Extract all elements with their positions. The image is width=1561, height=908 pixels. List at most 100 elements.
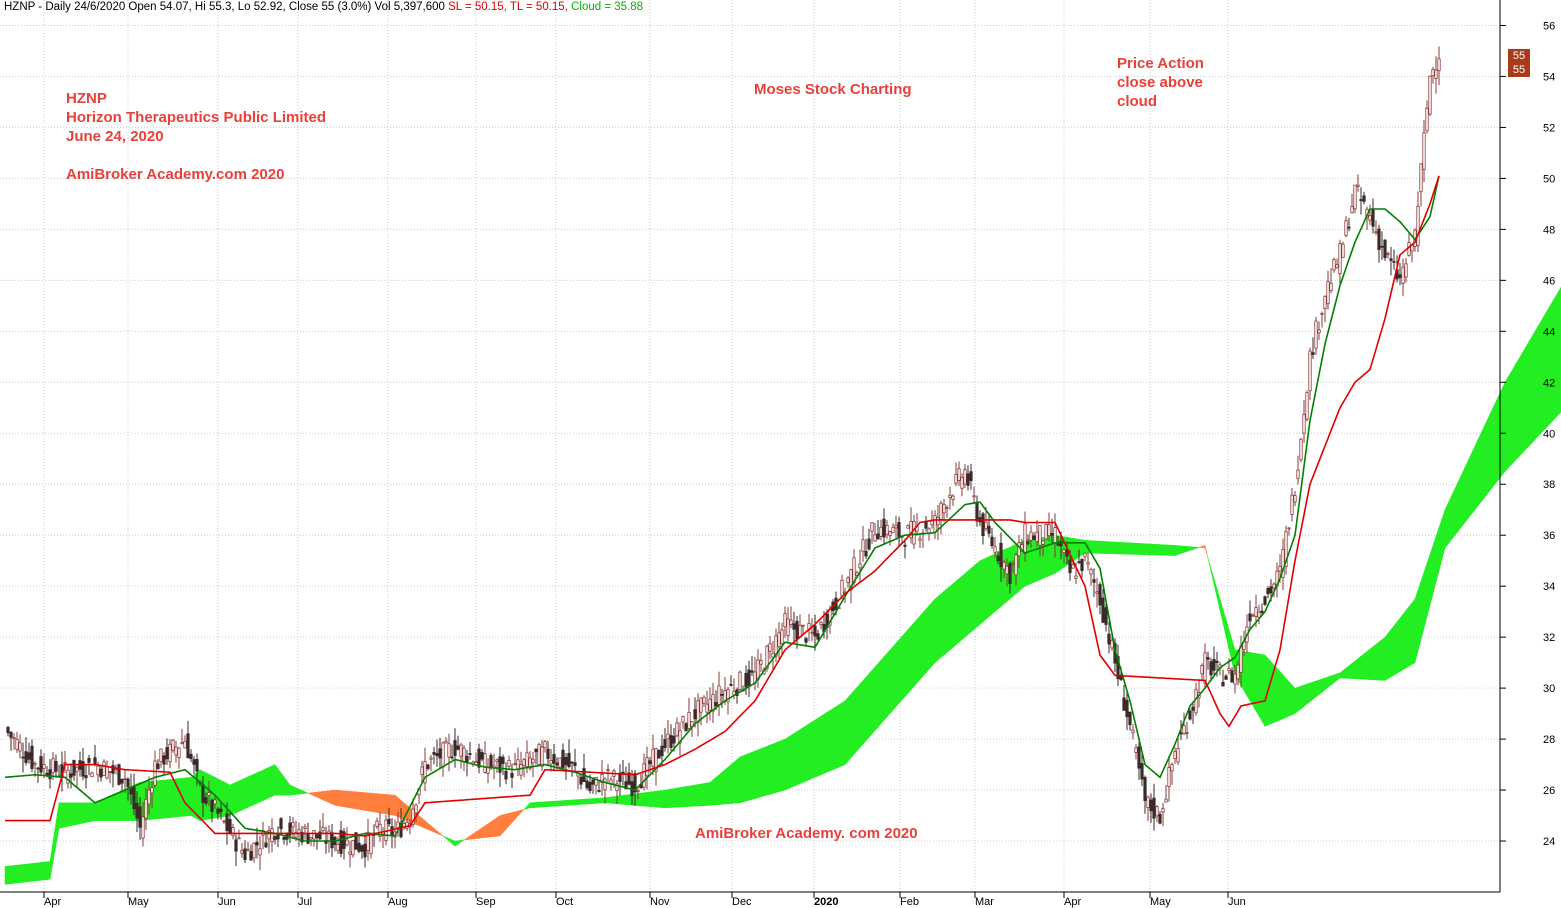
y-axis: 24 26 28 30 32 34 36 38 40 42 44 46 48 50 52 54 56	[1500, 20, 1555, 848]
candle-body	[678, 730, 682, 744]
cloud-segment	[40, 861, 45, 881]
candle-body	[504, 770, 508, 780]
cloud-segment	[745, 752, 750, 802]
cloud-segment	[457, 840, 462, 845]
cloud-segment	[1408, 602, 1413, 667]
cloud-segment	[1555, 289, 1560, 418]
cloud-segment	[1483, 420, 1488, 499]
cloud-segment	[547, 801, 552, 807]
cloud-segment	[1180, 545, 1185, 554]
cloud-segment	[979, 558, 984, 625]
cloud-segment	[37, 862, 42, 881]
candle-body	[729, 683, 733, 686]
candle-body	[1005, 565, 1009, 575]
candle-body	[228, 819, 232, 834]
cloud-segment	[1384, 632, 1389, 681]
candle-body	[21, 756, 25, 759]
cloud-segment	[1453, 484, 1458, 538]
cloud-segment	[688, 785, 693, 807]
cloud-segment	[1495, 394, 1500, 484]
candle-body	[1341, 243, 1345, 258]
cloud-segment	[976, 560, 981, 628]
cloud-segment	[1489, 407, 1494, 492]
candle-body	[63, 762, 67, 764]
cloud-segment	[34, 862, 39, 882]
cloud-segment	[1138, 543, 1143, 555]
candle-body	[33, 763, 37, 766]
cloud-segment	[1324, 676, 1329, 691]
candle-body	[1230, 670, 1234, 683]
candle-body	[669, 735, 673, 748]
candle-body	[300, 832, 304, 843]
candle-body	[1032, 535, 1036, 540]
candle-body	[786, 618, 790, 636]
cloud-segment	[1372, 643, 1377, 681]
cloud-segment	[1552, 294, 1557, 422]
cloud-segment	[775, 741, 780, 793]
candle-body	[1383, 239, 1387, 259]
candle-body	[477, 748, 481, 768]
candle-body	[1209, 661, 1213, 676]
cloud-segment	[562, 800, 567, 806]
candle-body	[351, 840, 355, 856]
candle-body	[840, 579, 844, 597]
candle-body	[309, 836, 313, 840]
cloud-segment	[964, 570, 969, 638]
cloud-segment	[760, 747, 765, 798]
cloud-segment	[490, 819, 495, 838]
candle-body	[1083, 552, 1087, 558]
y-tick-label: 32	[1543, 632, 1555, 644]
cloud-segment	[592, 798, 597, 804]
cloud-segment	[1249, 652, 1254, 707]
candle-body	[672, 735, 676, 744]
cloud-segment	[304, 791, 309, 794]
candle-body	[648, 760, 652, 765]
candle-body	[765, 645, 769, 669]
candle-body	[303, 826, 307, 829]
cloud-segment	[1519, 350, 1524, 457]
candle-body	[1038, 525, 1042, 546]
candle-body	[1404, 263, 1408, 278]
candle-body	[222, 820, 226, 823]
cloud-segment	[1474, 439, 1479, 511]
cloud-segment	[1369, 646, 1374, 681]
candle-body	[852, 557, 856, 583]
cloud-segment	[1309, 681, 1314, 703]
candle-body	[555, 762, 559, 766]
cloud-segment	[649, 791, 654, 808]
candle-body	[1335, 264, 1339, 269]
candle-body	[489, 755, 493, 768]
cloud-segment	[763, 745, 768, 797]
cloud-segment	[640, 792, 645, 807]
cloud-segment	[1351, 660, 1356, 680]
last-price-badge: 55	[1508, 49, 1530, 63]
cloud-segment	[367, 792, 372, 812]
cloud-segment	[286, 780, 291, 796]
candle-body	[1263, 596, 1267, 605]
candle-body	[1170, 763, 1174, 772]
cloud-segment	[1507, 371, 1512, 469]
candle-body	[1236, 664, 1240, 680]
cloud-segment	[1399, 613, 1404, 672]
cloud-segment	[781, 738, 786, 792]
candle-body	[189, 753, 193, 760]
candle-body	[708, 698, 712, 711]
cloud-segment	[244, 776, 249, 810]
cloud-segment	[943, 588, 948, 656]
x-tick-label: Apr	[44, 896, 61, 908]
candle-body	[171, 739, 175, 751]
cloud-segment	[292, 785, 297, 796]
candle-body	[225, 813, 229, 831]
candle-body	[501, 756, 505, 764]
candle-body	[168, 743, 172, 763]
cloud-segment	[1327, 675, 1332, 688]
cloud-segment	[1243, 651, 1248, 697]
cloud-segment	[157, 780, 162, 820]
candle-body	[24, 751, 28, 763]
cloud-segment	[865, 673, 870, 742]
cloud-segment	[925, 605, 930, 674]
cloud-segment	[1432, 536, 1437, 594]
cloud-segment	[583, 798, 588, 805]
candle-body	[696, 700, 700, 724]
cloud-segment	[514, 810, 519, 821]
